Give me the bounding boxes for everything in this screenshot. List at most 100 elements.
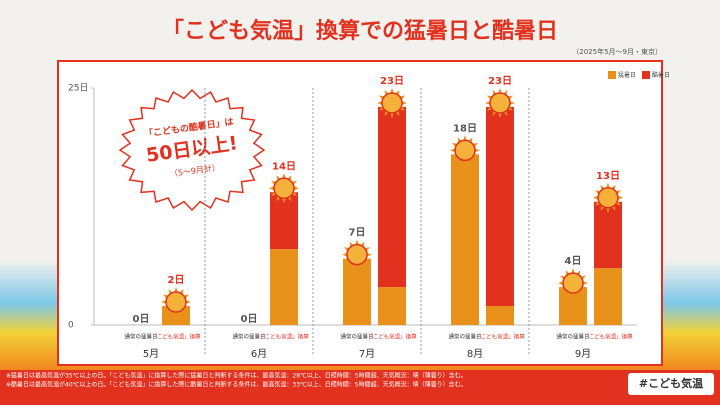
- sun-body: [562, 272, 584, 294]
- group-label: 通常の猛暑日: [340, 333, 373, 341]
- subtitle: （2025年5月～9月・東京）: [572, 47, 662, 56]
- sun-body: [346, 243, 368, 266]
- total-label: 23日: [380, 75, 404, 87]
- sun-ray: [498, 112, 502, 118]
- sun-icon: [558, 268, 588, 299]
- sun-ray: [507, 95, 513, 100]
- sun-ray: [399, 95, 405, 100]
- chart-title: 「こども気温」換算での猛暑日と酷暑日: [162, 18, 558, 44]
- sun-ray: [401, 101, 407, 105]
- sun-body: [597, 187, 619, 209]
- legend-label: 猛暑日: [618, 71, 636, 79]
- legend-swatch: [608, 71, 616, 79]
- group-label: 「こども気温」換算: [151, 333, 201, 341]
- sun-ray: [355, 239, 359, 245]
- sun-ray: [485, 101, 491, 105]
- sun-ray: [474, 148, 480, 153]
- x-tick-label: 8月: [467, 348, 483, 360]
- sun-icon: [269, 173, 299, 204]
- callout: 「こどもの酷暑日」は 50日以上! （5～9月計）: [118, 88, 266, 212]
- sun-ray: [174, 287, 178, 293]
- sun-body: [165, 291, 187, 313]
- total-label: 14日: [272, 160, 296, 172]
- sun-ray: [606, 207, 610, 213]
- legend-label: 酷暑日: [652, 71, 670, 79]
- total-label: 2日: [168, 274, 185, 286]
- sun-ray: [163, 305, 169, 310]
- bar-segment: [486, 306, 514, 325]
- bar-segment: [343, 258, 371, 325]
- sun-body: [273, 177, 295, 200]
- sun-ray: [183, 305, 189, 310]
- bar-segment: [594, 201, 622, 269]
- sun-ray: [617, 195, 623, 200]
- group-label: 「こども気温」換算: [583, 333, 633, 341]
- sun-icon: [485, 88, 515, 118]
- sun-ray: [615, 190, 621, 195]
- sun-ray: [174, 311, 178, 317]
- y-tick-label: 0: [68, 321, 74, 331]
- sun-ray: [509, 101, 515, 105]
- sun-ray: [571, 268, 575, 274]
- hashtag: #こども気温: [639, 376, 703, 390]
- hashtag-box: [628, 373, 714, 395]
- bar-segment: [486, 106, 514, 307]
- group-label: 通常の猛暑日: [124, 333, 157, 341]
- bar-segment: [594, 268, 622, 325]
- sun-icon: [377, 88, 407, 118]
- bar-segment: [378, 287, 406, 325]
- sun-body: [381, 92, 403, 114]
- footnote: ※酷暑日は最高気温が40℃以上の日。「こども気温」に換算した際に酷暑日と判断する…: [6, 381, 467, 389]
- total-label: 13日: [596, 170, 620, 182]
- sun-ray: [282, 173, 286, 179]
- sun-ray: [293, 186, 299, 191]
- sun-icon: [450, 135, 480, 166]
- sun-ray: [450, 148, 456, 153]
- sun-ray: [161, 300, 167, 304]
- total-label: 23日: [488, 75, 512, 87]
- sun-ray: [593, 195, 599, 200]
- group-label: 「こども気温」換算: [367, 333, 417, 341]
- sun-ray: [498, 88, 502, 94]
- sun-ray: [463, 160, 467, 166]
- sun-ray: [282, 198, 286, 204]
- sun-body: [454, 139, 476, 162]
- sun-body: [489, 92, 511, 114]
- sun-ray: [355, 264, 359, 270]
- x-tick-label: 9月: [575, 348, 591, 360]
- x-tick-label: 7月: [359, 348, 375, 360]
- sun-ray: [379, 95, 385, 100]
- sun-ray: [487, 95, 493, 100]
- y-tick-label: 25日: [68, 83, 88, 94]
- bar-segment: [270, 249, 298, 325]
- sun-ray: [342, 252, 348, 257]
- total-label: 4日: [565, 255, 582, 267]
- sun-ray: [558, 281, 564, 286]
- x-tick-label: 5月: [143, 348, 159, 360]
- footer-band: [0, 370, 720, 405]
- sun-ray: [595, 190, 601, 195]
- bar-segment: [378, 106, 406, 288]
- sun-ray: [377, 101, 383, 105]
- bar-segment: [451, 154, 479, 325]
- group-label: 通常の猛暑日: [448, 333, 481, 341]
- sun-icon: [342, 239, 372, 270]
- group-label: 通常の猛暑日: [556, 333, 589, 341]
- sun-ray: [366, 252, 372, 257]
- sun-ray: [606, 182, 610, 188]
- total-label: 7日: [349, 227, 366, 239]
- group-label: 「こども気温」換算: [259, 333, 309, 341]
- sun-ray: [344, 257, 350, 263]
- sun-ray: [472, 142, 478, 148]
- sun-icon: [593, 182, 623, 213]
- sun-ray: [571, 292, 575, 299]
- sun-ray: [364, 257, 370, 263]
- sun-ray: [452, 142, 458, 148]
- total-label: 0日: [241, 313, 258, 325]
- sun-ray: [463, 135, 467, 141]
- sun-ray: [390, 112, 394, 118]
- group-label: 「こども気温」換算: [475, 333, 525, 341]
- sun-ray: [390, 88, 394, 94]
